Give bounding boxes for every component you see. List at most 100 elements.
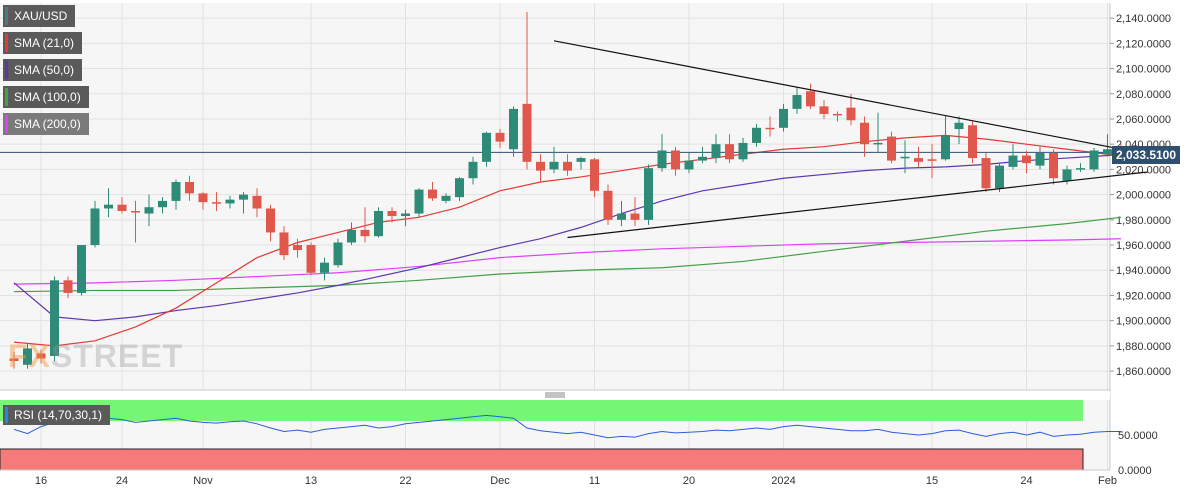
candle-body [765, 127, 775, 130]
candle [333, 238, 343, 268]
price-plot-area [0, 3, 1110, 390]
legend-sma100[interactable]: SMA (100,0) [3, 86, 89, 108]
candle-body [698, 156, 707, 161]
candle-body [725, 144, 734, 160]
price-tick-label: 1,900.0000 [1116, 316, 1171, 328]
price-tick-label: 1,960.0000 [1116, 240, 1171, 252]
candle [131, 200, 140, 243]
candle-body [927, 159, 937, 161]
legend-label: SMA (21,0) [14, 36, 75, 50]
candle [968, 121, 977, 164]
legend-rsi[interactable]: RSI (14,70,30,1) [3, 405, 111, 425]
candle [954, 116, 964, 145]
candle [144, 194, 154, 227]
candle [360, 207, 370, 243]
legend-xauusd[interactable]: XAU/USD [3, 5, 76, 27]
rsi-line [13, 414, 1121, 439]
candle [657, 134, 667, 172]
price-tick-label: 1,860.0000 [1116, 366, 1171, 378]
legend-swatch [5, 34, 8, 52]
candle-body [279, 232, 289, 256]
candle [914, 146, 923, 167]
candle-body [563, 161, 572, 171]
candle [698, 146, 707, 164]
date-tick-label: 2024 [771, 475, 795, 487]
candle-body [860, 122, 869, 145]
candle [725, 134, 734, 164]
candle [266, 204, 275, 242]
candle-body [779, 108, 788, 128]
candle-body [266, 208, 275, 233]
candle-body [239, 194, 248, 200]
candle-body [1076, 168, 1085, 170]
candle [927, 144, 937, 179]
candle [1035, 146, 1045, 170]
candle [738, 137, 748, 162]
candle-body [738, 142, 748, 160]
legend-label: SMA (100,0) [14, 90, 81, 104]
legend-swatch [5, 407, 8, 423]
candle [792, 87, 802, 114]
candle-body [387, 210, 397, 217]
date-tick-label: 13 [305, 475, 317, 487]
candle [117, 197, 127, 214]
candle-body [509, 108, 518, 150]
candle-body [212, 202, 221, 204]
candle [36, 349, 46, 364]
candle-body [536, 161, 545, 171]
candle [819, 100, 829, 119]
candle-body [617, 213, 626, 220]
candle-body [320, 262, 329, 273]
candle [630, 197, 640, 227]
legend-sma200[interactable]: SMA (200,0) [3, 113, 89, 135]
rsi-overbought-zone [0, 400, 1083, 421]
legend-swatch [5, 88, 8, 106]
candle-body [90, 208, 100, 246]
candle [995, 163, 1004, 193]
candle [603, 184, 613, 225]
rsi-oversold-zone [0, 448, 1084, 471]
candle-body [630, 213, 640, 220]
candle [441, 193, 451, 204]
candle-body [657, 150, 667, 169]
legend-label: SMA (50,0) [14, 63, 75, 77]
candle [1022, 150, 1031, 174]
candle-body [522, 103, 532, 162]
candle [981, 153, 991, 193]
candle [873, 112, 883, 154]
candle-body [549, 161, 559, 170]
candle-body [374, 210, 383, 237]
candle-body [482, 132, 491, 162]
candle-body [414, 189, 424, 214]
price-tick-label: 2,080.0000 [1116, 89, 1171, 101]
date-tick-label: Dec [490, 475, 510, 487]
sma200-line [13, 238, 1122, 285]
legend-sma21[interactable]: SMA (21,0) [3, 32, 83, 54]
price-tick-label: 2,060.0000 [1116, 114, 1171, 126]
legend-sma50[interactable]: SMA (50,0) [3, 59, 83, 81]
price-tick-label: 1,880.0000 [1116, 341, 1171, 353]
candle [563, 154, 572, 176]
candle [50, 276, 59, 362]
candle [158, 197, 167, 214]
candle-body [455, 178, 464, 198]
candle-body [846, 107, 856, 121]
candle [495, 129, 505, 148]
candle-body [711, 144, 721, 159]
candle [1008, 144, 1018, 170]
candle [239, 192, 248, 214]
candle-body [428, 189, 437, 199]
candle-body [981, 158, 991, 189]
candle [414, 188, 424, 218]
trendline-upper [553, 40, 1149, 155]
candle-body [144, 207, 154, 214]
legend-label: RSI (14,70,30,1) [14, 408, 103, 422]
candle-body [306, 245, 316, 273]
candle [387, 207, 397, 223]
candle-body [1008, 155, 1018, 167]
candle [711, 134, 721, 164]
date-tick-label: 15 [926, 475, 938, 487]
candle-body [9, 358, 19, 362]
current-price-tag: 2,033.5100 [1112, 146, 1180, 164]
